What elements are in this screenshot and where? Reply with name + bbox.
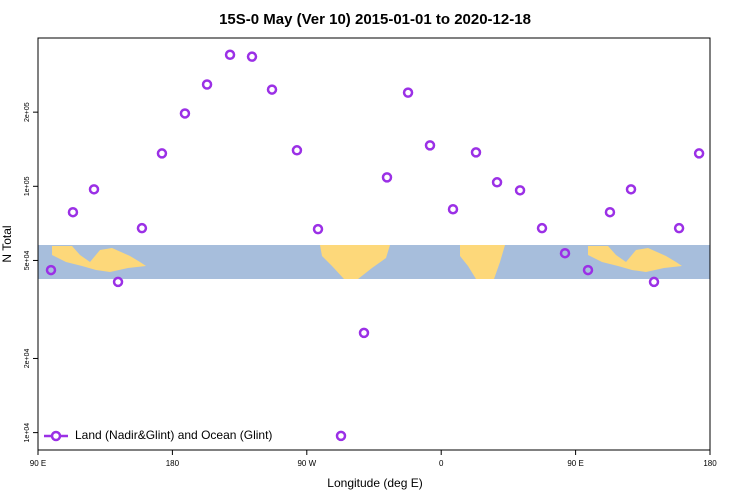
point [536,222,548,234]
point [201,79,213,90]
x-tick-label: 180 [703,459,717,468]
x-tick-label: 180 [166,459,180,468]
point [604,206,616,218]
y-tick-label: 1e+04 [24,423,31,443]
legend-marker [50,430,62,442]
point [402,87,414,98]
y-tick-label: 2e+04 [24,349,31,369]
x-tick-label: 90 W [297,459,316,468]
chart-title: 15S-0 May (Ver 10) 2015-01-01 to 2020-12… [219,11,531,28]
y-tick-label: 5e+04 [24,251,31,271]
point [424,140,436,151]
point [381,172,393,183]
point [312,223,324,235]
y-tick-label: 1e+05 [24,176,31,196]
point [179,108,191,119]
point [559,247,571,259]
point [246,51,258,62]
y-axis-label: N Total [0,225,14,262]
point [156,148,168,159]
point [358,327,370,339]
point [648,276,660,288]
point [447,203,459,215]
point [88,184,100,195]
point [582,264,594,276]
point [491,177,503,188]
point [514,185,526,196]
point [693,148,705,159]
point [45,264,57,276]
map-strip [38,245,710,279]
point [136,222,148,234]
point [224,49,236,61]
x-tick-label: 90 E [567,459,583,468]
legend-label: Land (Nadir&Glint) and Ocean (Glint) [75,428,272,442]
point [112,276,124,288]
x-axis-label: Longitude (deg E) [327,476,422,490]
point [625,184,637,195]
point [470,147,482,158]
y-tick-label: 2e+05 [24,102,31,122]
plot-frame [37,37,711,451]
point [335,430,347,442]
x-tick-label: 0 [439,459,444,468]
point [266,84,278,95]
point [67,206,79,218]
x-tick-label: 90 E [30,459,46,468]
point [291,145,303,156]
point [673,222,685,234]
